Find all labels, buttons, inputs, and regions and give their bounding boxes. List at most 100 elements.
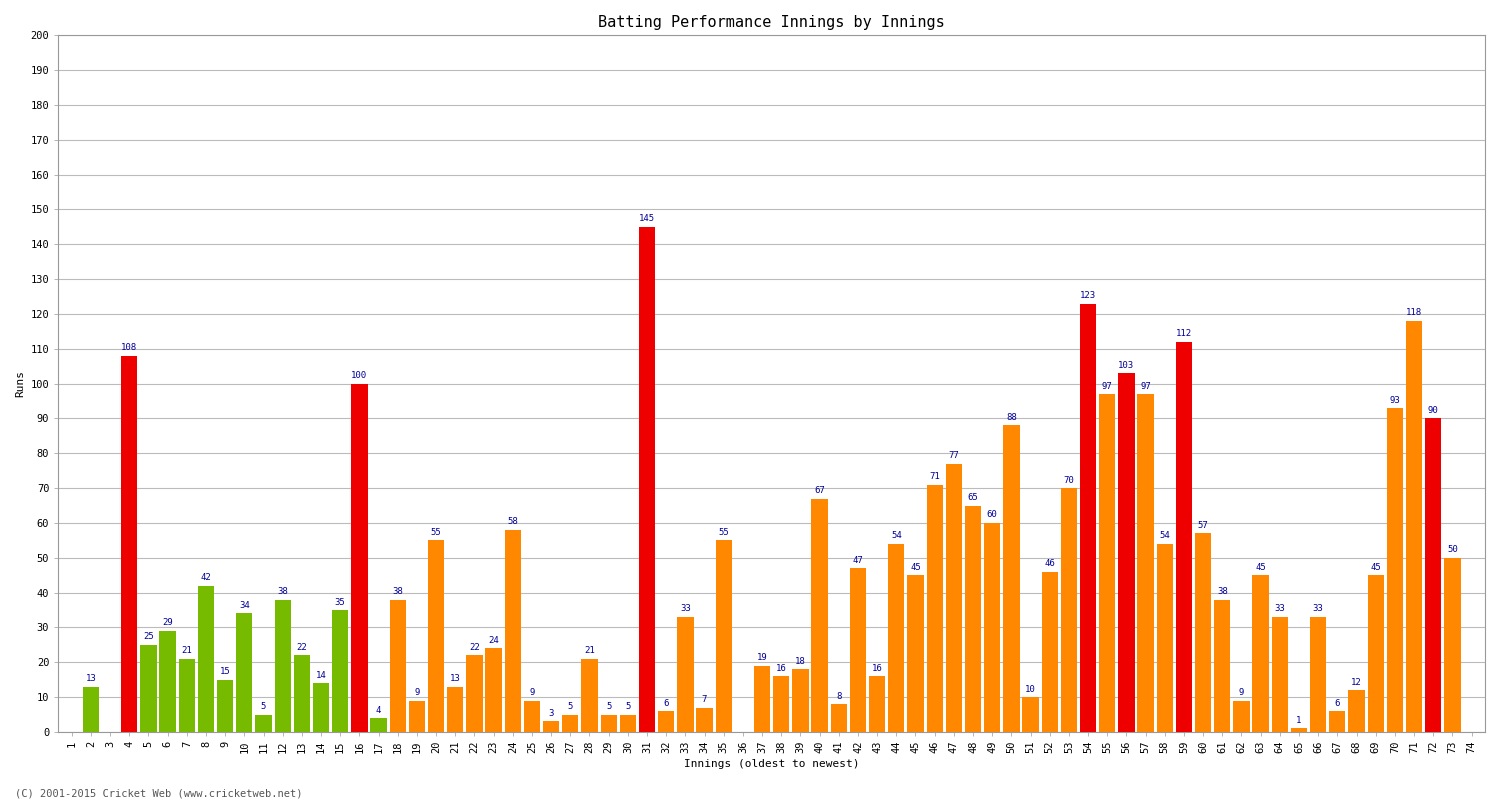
Bar — [772, 676, 789, 732]
Text: 5: 5 — [626, 702, 630, 711]
Bar — [639, 227, 656, 732]
Text: 9: 9 — [414, 688, 420, 697]
Text: 13: 13 — [86, 674, 96, 683]
Bar — [332, 610, 348, 732]
Text: 38: 38 — [393, 587, 404, 596]
Text: 24: 24 — [488, 636, 500, 645]
Bar — [1137, 394, 1154, 732]
Text: 88: 88 — [1007, 413, 1017, 422]
Bar — [1386, 408, 1402, 732]
Text: 55: 55 — [718, 528, 729, 537]
Text: 34: 34 — [238, 601, 249, 610]
Text: 90: 90 — [1428, 406, 1438, 415]
Bar — [217, 680, 234, 732]
Bar — [447, 686, 464, 732]
X-axis label: Innings (oldest to newest): Innings (oldest to newest) — [684, 759, 859, 769]
Text: 65: 65 — [968, 493, 978, 502]
Bar — [1272, 617, 1288, 732]
Text: 6: 6 — [663, 698, 669, 707]
Text: 19: 19 — [756, 654, 768, 662]
Bar — [600, 714, 616, 732]
Bar — [927, 485, 944, 732]
Text: 22: 22 — [297, 643, 307, 652]
Text: 145: 145 — [639, 214, 656, 223]
Bar — [1310, 617, 1326, 732]
Text: 47: 47 — [852, 556, 864, 565]
Bar — [1406, 321, 1422, 732]
Text: 21: 21 — [182, 646, 192, 655]
Bar — [1292, 729, 1306, 732]
Bar — [1444, 558, 1461, 732]
Bar — [658, 711, 675, 732]
Bar — [524, 701, 540, 732]
Text: 67: 67 — [815, 486, 825, 495]
Text: 71: 71 — [930, 472, 940, 481]
Text: 1: 1 — [1296, 716, 1302, 725]
Text: 18: 18 — [795, 657, 806, 666]
Text: 54: 54 — [891, 531, 902, 540]
Text: (C) 2001-2015 Cricket Web (www.cricketweb.net): (C) 2001-2015 Cricket Web (www.cricketwe… — [15, 788, 303, 798]
Bar — [1060, 488, 1077, 732]
Bar — [314, 683, 328, 732]
Text: 13: 13 — [450, 674, 460, 683]
Bar — [274, 599, 291, 732]
Text: 45: 45 — [1371, 562, 1382, 572]
Text: 45: 45 — [910, 562, 921, 572]
Bar — [351, 384, 368, 732]
Bar — [159, 631, 176, 732]
Text: 58: 58 — [507, 518, 518, 526]
Bar — [984, 523, 1000, 732]
Text: 9: 9 — [530, 688, 534, 697]
Text: 45: 45 — [1256, 562, 1266, 572]
Bar — [1348, 690, 1365, 732]
Text: 5: 5 — [261, 702, 266, 711]
Bar — [1119, 373, 1134, 732]
Bar — [255, 714, 272, 732]
Text: 55: 55 — [430, 528, 441, 537]
Text: 46: 46 — [1044, 559, 1054, 568]
Bar — [716, 540, 732, 732]
Text: 10: 10 — [1024, 685, 1036, 694]
Bar — [868, 676, 885, 732]
Bar — [812, 498, 828, 732]
Bar — [850, 568, 865, 732]
Text: 35: 35 — [334, 598, 345, 606]
Bar — [964, 506, 981, 732]
Bar — [1368, 575, 1384, 732]
Bar — [122, 356, 138, 732]
Text: 29: 29 — [162, 618, 172, 627]
Bar — [141, 645, 156, 732]
Text: 33: 33 — [1275, 605, 1286, 614]
Text: 12: 12 — [1352, 678, 1362, 686]
Bar — [1329, 711, 1346, 732]
Text: 97: 97 — [1140, 382, 1150, 390]
Bar — [504, 530, 520, 732]
Bar — [1196, 534, 1212, 732]
Bar — [562, 714, 579, 732]
Bar — [1156, 544, 1173, 732]
Text: 7: 7 — [702, 695, 706, 704]
Text: 100: 100 — [351, 371, 368, 380]
Bar — [198, 586, 214, 732]
Text: 14: 14 — [315, 670, 327, 680]
Bar — [486, 648, 502, 732]
Bar — [1100, 394, 1116, 732]
Text: 22: 22 — [470, 643, 480, 652]
Bar — [888, 544, 904, 732]
Title: Batting Performance Innings by Innings: Batting Performance Innings by Innings — [598, 15, 945, 30]
Text: 57: 57 — [1197, 521, 1209, 530]
Bar — [908, 575, 924, 732]
Text: 25: 25 — [142, 632, 154, 642]
Text: 54: 54 — [1160, 531, 1170, 540]
Text: 38: 38 — [1216, 587, 1227, 596]
Bar — [1252, 575, 1269, 732]
Text: 50: 50 — [1448, 546, 1458, 554]
Bar — [582, 658, 597, 732]
Text: 33: 33 — [680, 605, 692, 614]
Bar — [676, 617, 693, 732]
Text: 93: 93 — [1389, 395, 1400, 405]
Text: 103: 103 — [1119, 361, 1134, 370]
Bar — [1233, 701, 1250, 732]
Text: 9: 9 — [1239, 688, 1244, 697]
Text: 123: 123 — [1080, 291, 1096, 300]
